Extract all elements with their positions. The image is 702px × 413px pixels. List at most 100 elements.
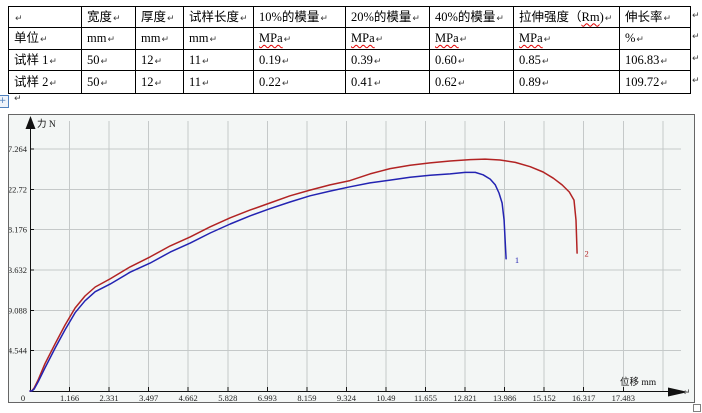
y-axis-title: 力 N [37,118,56,130]
paragraph-mark: ↵ [604,13,613,24]
paragraph-mark: ↵ [660,78,668,89]
y-tick-label: 253.632 [9,265,27,275]
x-tick-label: 16.317 [572,393,595,402]
table-cell[interactable]: 0.89↵ [513,70,620,94]
table-cell[interactable]: MPa↵ [429,27,514,50]
paragraph-mark: ↵ [281,56,290,67]
paragraph-mark: ↵ [49,56,57,67]
table-header-row: ↵ 宽度↵ 厚度↵ 试样长度↵ 10%的模量↵ 20%的模量↵ 40%的模量↵ 拉伸强度（Rm… [8,6,691,28]
table-row: 试样 2↵ 50↵ 12↵ 11↵ 0.22↵ 0.41↵ 0.62↵ 0.89↵ 109.72… [8,70,691,94]
paragraph-mark: ↵ [113,13,121,24]
misspelled-word: Rm [581,9,600,24]
paragraph-mark: ↵ [543,35,552,45]
paragraph-mark: ↵ [692,75,700,86]
table-cell[interactable]: 11↵ [183,70,254,94]
table-cell[interactable]: mm↵ [183,27,254,50]
table-header-cell[interactable]: 宽度↵ [81,6,136,28]
resize-handle[interactable] [693,404,701,412]
series-1-curve [29,171,507,392]
table-cell[interactable]: 0.39↵ [345,49,430,71]
table-cell[interactable]: 0.62↵ [429,70,514,94]
table-cell[interactable]: 50↵ [81,49,136,71]
table-cell[interactable]: 试样 1↵ [8,49,82,71]
paragraph-mark: ↵ [161,35,169,45]
paragraph-mark: ↵ [100,56,109,67]
paragraph-mark: ↵ [202,56,210,67]
table-header-cell[interactable]: 40%的模量↵ [429,6,514,28]
paragraph-mark: ↵ [373,78,382,89]
y-tick-label: 338.176 [9,225,27,235]
series-2-curve [29,158,578,392]
paragraph-mark: ↵ [100,78,109,89]
x-tick-label: 11.655 [414,393,437,402]
x-tick-label: 2.331 [100,393,119,402]
table-cell[interactable]: MPa↵ [253,27,346,50]
paragraph-mark: ↵ [692,53,700,64]
table-header-cell[interactable]: 10%的模量↵ [253,6,346,28]
paragraph-mark: ↵ [373,56,382,67]
x-tick-label: 17.483 [612,393,635,402]
x-tick-label: 4.662 [179,393,198,402]
table-cell[interactable]: 50↵ [81,70,136,94]
table-cell[interactable]: 106.83↵ [619,49,691,71]
results-table: ↵ 宽度↵ 厚度↵ 试样长度↵ 10%的模量↵ 20%的模量↵ 40%的模量↵ 拉伸强度（Rm… [8,6,691,94]
table-header-cell[interactable]: 厚度↵ [135,6,184,28]
misspelled-word: MPa [259,31,283,45]
paragraph-mark: ↵ [660,56,668,67]
table-cell[interactable]: %↵ [619,27,691,50]
table-cell[interactable]: 单位↵ [8,27,82,50]
paragraph-mark: ↵ [541,56,550,67]
table-cell[interactable]: 109.72↵ [619,70,691,94]
paragraph-mark: ↵ [541,78,550,89]
x-tick-label: 8.159 [297,393,316,402]
table-cell[interactable]: 试样 2↵ [8,70,82,94]
paragraph-mark: ↵ [202,78,210,89]
table-header-cell[interactable]: 20%的模量↵ [345,6,430,28]
x-tick-label: 5.828 [218,393,237,402]
table-cell[interactable]: 11↵ [183,49,254,71]
table-header-cell[interactable]: ↵ [8,6,82,28]
paragraph-mark: ↵ [320,13,328,24]
table-header-cell[interactable]: 伸长率↵ [619,6,691,28]
paragraph-mark: ↵ [154,56,163,67]
table-cell[interactable]: MPa↵ [345,27,430,50]
table-cell[interactable]: 12↵ [135,70,184,94]
force-displacement-chart[interactable]: 1.166 2.331 3.497 4.662 5.828 6.993 8.159 9.324… [9,115,694,402]
table-cell[interactable]: 0.85↵ [513,49,620,71]
x-tick-label: 10.49 [376,393,395,402]
paragraph-mark: ↵ [692,10,700,21]
paragraph-mark: ↵ [14,94,22,104]
table-header-cell[interactable]: 拉伸强度（Rm)↵ [513,6,620,28]
table-header-cell[interactable]: 试样长度↵ [183,6,254,28]
y-tick-label: 422.72 [9,184,27,194]
table-cell[interactable]: MPa↵ [513,27,620,50]
x-axis-title: 位移 mm [620,376,657,388]
x-tick-label: 1.166 [60,393,79,402]
paragraph-mark: ↵ [375,35,384,45]
table-cell[interactable]: mm↵ [135,27,184,50]
paragraph-mark: ↵ [40,35,48,45]
paragraph-mark: ↵ [15,13,23,24]
chart-frame[interactable]: 1.166 2.331 3.497 4.662 5.828 6.993 8.159 9.324… [8,114,695,403]
paragraph-mark: ↵ [457,56,466,67]
x-tick-label: 12.821 [453,393,476,402]
paragraph-mark: ↵ [457,78,466,89]
table-cell[interactable]: 0.22↵ [253,70,346,94]
x-tick-label: 15.152 [533,393,556,402]
object-anchor-icon[interactable]: + [0,95,9,108]
paragraph-mark: ↵ [412,13,420,24]
paragraph-mark: ↵ [663,13,672,24]
series-2-label: 2 [584,248,588,258]
paragraph-mark: ↵ [283,35,292,45]
origin-label: 0 [21,393,25,402]
table-cell[interactable]: 0.60↵ [429,49,514,71]
table-cell[interactable]: 0.41↵ [345,70,430,94]
misspelled-word: MPa [519,31,543,45]
x-tick-label: 3.497 [139,393,158,402]
table-cell[interactable]: 12↵ [135,49,184,71]
paragraph-mark: ↵ [107,35,115,45]
table-cell[interactable]: 0.19↵ [253,49,346,71]
table-cell[interactable]: mm↵ [81,27,136,50]
misspelled-word: MPa [351,31,375,45]
